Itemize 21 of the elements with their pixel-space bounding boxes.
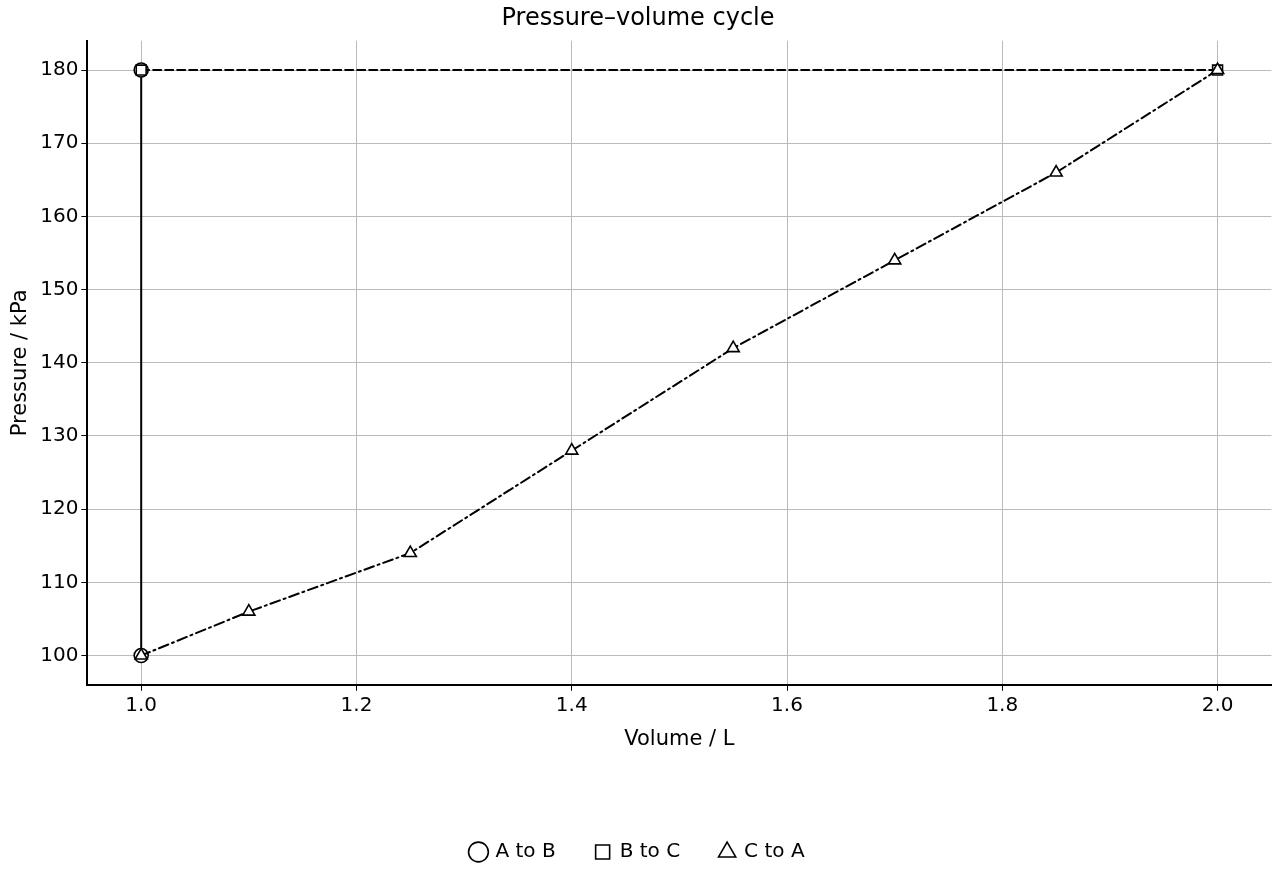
y-tick-label: 160: [40, 202, 79, 227]
y-tick-label: 180: [40, 56, 79, 81]
chart-title: Pressure–volume cycle: [501, 2, 775, 31]
x-tick-label: 1.4: [555, 692, 588, 716]
x-tick-label: 1.6: [771, 692, 803, 716]
legend-label: A to B: [495, 838, 556, 863]
x-tick-label: 1.8: [986, 692, 1019, 716]
y-tick-label: 150: [40, 275, 79, 300]
legend-label: C to A: [744, 838, 805, 863]
y-tick-label: 110: [40, 568, 79, 593]
y-tick-label: 140: [40, 349, 79, 373]
x-axis-title: Volume / L: [624, 725, 735, 750]
x-tick-label: 1.0: [125, 692, 158, 716]
y-tick-label: 130: [40, 422, 79, 447]
y-tick-label: 100: [40, 641, 79, 666]
x-tick-label: 2.0: [1201, 692, 1234, 716]
y-tick-label: 120: [40, 495, 79, 520]
x-tick-label: 1.2: [340, 692, 373, 716]
legend-label: B to C: [619, 838, 681, 863]
y-axis-title: Pressure / kPa: [7, 289, 32, 437]
y-tick-label: 170: [40, 129, 79, 154]
